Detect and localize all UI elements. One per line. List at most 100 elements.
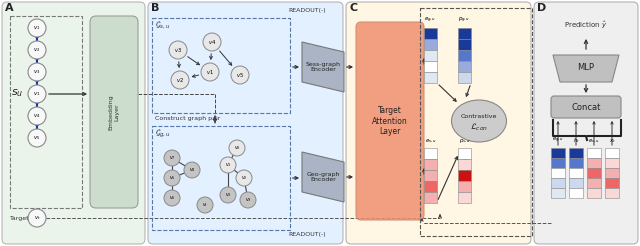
Text: $v_6$: $v_6$ (168, 194, 175, 202)
Bar (551, 178, 565, 188)
Bar (605, 168, 619, 178)
Polygon shape (302, 42, 344, 92)
Text: $e_{g,u}$: $e_{g,u}$ (552, 136, 564, 145)
Bar (587, 158, 601, 168)
Bar (424, 170, 437, 181)
Text: $v_1$: $v_1$ (33, 90, 41, 98)
Circle shape (236, 170, 252, 186)
Text: $v_3$: $v_3$ (225, 191, 232, 199)
Circle shape (28, 85, 46, 103)
Bar (458, 181, 471, 192)
Text: Prediction $\hat{y}$: Prediction $\hat{y}$ (564, 20, 608, 31)
Bar (569, 148, 583, 158)
Text: $x_t$: $x_t$ (609, 137, 616, 145)
Bar (551, 168, 565, 178)
Circle shape (171, 71, 189, 89)
FancyBboxPatch shape (551, 96, 621, 118)
Text: $v_1$: $v_1$ (225, 161, 232, 169)
Bar (424, 159, 437, 170)
Text: $e_{s,u}$: $e_{s,u}$ (588, 138, 600, 145)
Bar (605, 158, 619, 168)
Bar (569, 188, 583, 198)
Circle shape (28, 41, 46, 59)
Bar (458, 61, 471, 72)
Text: $p_{g,u}$: $p_{g,u}$ (458, 16, 470, 25)
Bar (551, 188, 565, 198)
Circle shape (28, 209, 46, 227)
Text: Concat: Concat (572, 103, 601, 111)
Text: $v_2$: $v_2$ (241, 174, 247, 182)
Bar (569, 178, 583, 188)
Bar (458, 192, 471, 203)
Text: A: A (5, 3, 13, 13)
Bar (458, 148, 471, 159)
Bar (424, 181, 437, 192)
Text: $v4$: $v4$ (208, 38, 216, 46)
Bar (458, 170, 471, 181)
Polygon shape (553, 55, 619, 82)
Text: Sess-graph
Encoder: Sess-graph Encoder (305, 62, 340, 72)
Bar (424, 28, 437, 39)
Bar (458, 50, 471, 61)
Bar (458, 39, 471, 50)
Circle shape (164, 190, 180, 206)
Text: Target: Target (10, 216, 29, 221)
Bar (424, 72, 437, 83)
Text: Embedding
Layer: Embedding Layer (109, 94, 120, 130)
Text: Construct graph pair: Construct graph pair (155, 116, 220, 121)
Text: READOUT(-): READOUT(-) (288, 8, 326, 13)
Circle shape (231, 66, 249, 84)
Text: D: D (537, 3, 547, 13)
Circle shape (28, 107, 46, 125)
Bar (424, 61, 437, 72)
Text: $v_5$: $v_5$ (33, 134, 41, 142)
Text: $v_4$: $v_4$ (33, 112, 41, 120)
Bar (587, 178, 601, 188)
Text: Contrastive: Contrastive (461, 114, 497, 120)
Polygon shape (302, 152, 344, 202)
Text: $v_3$: $v_3$ (33, 68, 41, 76)
Text: $p_{s,u}$: $p_{s,u}$ (459, 138, 470, 145)
Text: $v_t$: $v_t$ (33, 214, 40, 222)
Bar (424, 39, 437, 50)
Circle shape (240, 192, 256, 208)
Text: $v_4$: $v_4$ (189, 166, 195, 174)
Bar (569, 158, 583, 168)
Ellipse shape (451, 100, 506, 142)
Bar (152, 18, 290, 113)
Text: $v_9$: $v_9$ (244, 196, 252, 204)
Text: $v3$: $v3$ (174, 46, 182, 54)
FancyBboxPatch shape (2, 2, 145, 244)
Bar (605, 188, 619, 198)
Bar (420, 8, 532, 236)
Text: B: B (151, 3, 159, 13)
Text: $v2$: $v2$ (176, 76, 184, 84)
Text: C: C (349, 3, 357, 13)
Text: $v_2$: $v_2$ (33, 46, 41, 54)
FancyBboxPatch shape (90, 16, 138, 208)
FancyBboxPatch shape (346, 2, 531, 244)
Bar (587, 148, 601, 158)
Bar (424, 50, 437, 61)
FancyBboxPatch shape (356, 22, 424, 220)
Text: $v5$: $v5$ (236, 71, 244, 79)
Circle shape (203, 33, 221, 51)
Text: Target
Attention
Layer: Target Attention Layer (372, 106, 408, 136)
FancyBboxPatch shape (148, 2, 343, 244)
Circle shape (201, 63, 219, 81)
Bar (551, 148, 565, 158)
Circle shape (28, 19, 46, 37)
Text: $v_5$: $v_5$ (168, 174, 175, 182)
Circle shape (28, 63, 46, 81)
Circle shape (164, 150, 180, 166)
Bar (587, 188, 601, 198)
Circle shape (220, 187, 236, 203)
Bar (424, 148, 437, 159)
Bar (569, 168, 583, 178)
Circle shape (28, 129, 46, 147)
Text: $v_t$: $v_t$ (202, 201, 208, 209)
Bar (587, 168, 601, 178)
Bar (551, 158, 565, 168)
Text: $v_8$: $v_8$ (234, 144, 241, 152)
Bar (458, 159, 471, 170)
